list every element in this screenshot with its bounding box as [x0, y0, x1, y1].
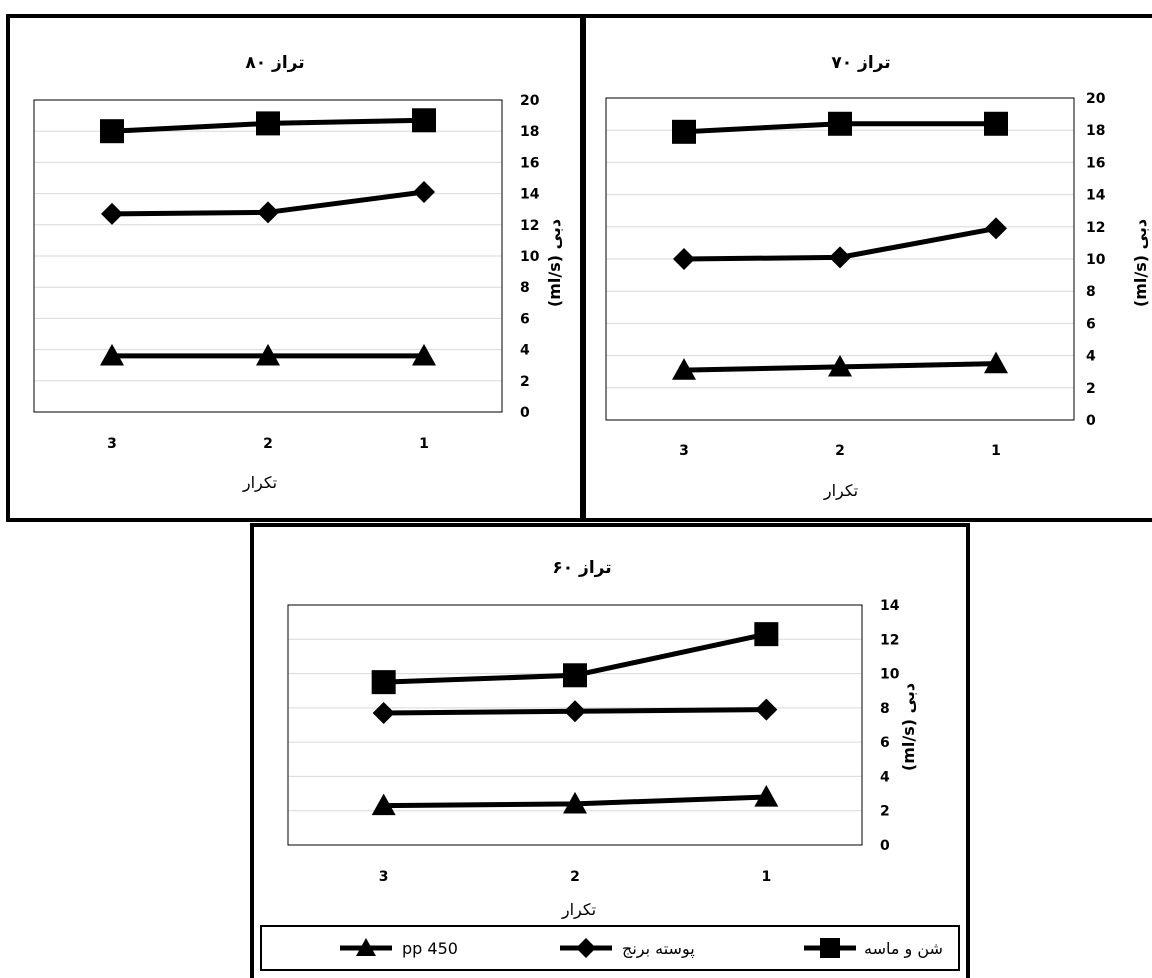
plot-area [33, 99, 503, 413]
x-tick-label: 1 [761, 869, 771, 885]
data-point-pp-450 [754, 785, 779, 807]
data-point-pp-450 [563, 791, 587, 814]
y-tick-label: 16 [520, 155, 539, 171]
y-tick-label: 18 [1086, 123, 1105, 139]
data-point-پوسته-برنج [372, 702, 395, 724]
y-tick-label: 2 [520, 374, 530, 390]
y-tick-label: 0 [1086, 413, 1096, 429]
y-tick-label: 2 [1086, 381, 1096, 397]
y-tick-label: 14 [880, 598, 900, 614]
legend-label: پوسته برنج [622, 939, 695, 959]
data-point-pp-450 [256, 343, 280, 366]
y-tick-label: 8 [520, 280, 530, 296]
plot-area [605, 97, 1075, 421]
chart-title: تراز ۷۰ [831, 53, 890, 73]
y-axis-label: (ml/s) دبی [1131, 219, 1150, 307]
data-point-pp-450 [100, 343, 124, 366]
top-caption [300, 0, 1152, 10]
x-tick-label: 1 [991, 443, 1001, 459]
x-axis-label: تکرار [242, 473, 277, 493]
data-point-pp-450 [371, 793, 396, 816]
data-point-پوسته-برنج [257, 201, 279, 224]
data-point-شن-و-ماسه [256, 111, 280, 136]
y-tick-label: 20 [1086, 91, 1106, 107]
data-point-شن-و-ماسه [412, 108, 436, 133]
y-tick-label: 10 [520, 249, 540, 265]
y-tick-label: 0 [520, 405, 530, 421]
data-point-پوسته-برنج [673, 248, 695, 270]
chart-title: تراز ۶۰ [552, 558, 611, 578]
legend-label: pp 450 [402, 939, 458, 958]
x-axis-label: تکرار [561, 900, 596, 920]
y-tick-label: 12 [1086, 220, 1105, 236]
y-axis-label: (ml/s) دبی [545, 219, 564, 307]
data-point-پوسته-برنج [413, 181, 435, 204]
y-tick-label: 6 [880, 735, 890, 751]
y-tick-label: 0 [880, 838, 890, 854]
y-tick-label: 20 [520, 93, 540, 109]
data-point-شن-و-ماسه [754, 622, 779, 647]
x-tick-label: 3 [379, 869, 389, 885]
x-tick-label: 2 [570, 869, 580, 885]
y-tick-label: 6 [520, 311, 530, 327]
data-point-شن-و-ماسه [563, 663, 587, 688]
chart-panel-level-60: تراز ۶۰ 0 2 4 6 8 10 12 14 3 2 1 تکرار (ml/s) دبی pp … [250, 523, 970, 978]
data-point-pp-450 [672, 358, 696, 380]
y-tick-label: 16 [1086, 155, 1105, 171]
y-tick-label: 8 [1086, 284, 1096, 300]
y-axis-label: (ml/s) دبی [899, 683, 918, 771]
data-point-شن-و-ماسه [100, 119, 124, 144]
chart-title: تراز ۸۰ [245, 53, 304, 73]
chart-level-70: تراز ۷۰ 0 2 4 6 8 10 12 14 16 18 20 3 2 1 تکرار (ml/s) د… [605, 53, 1150, 501]
legend-marker-شن-و-ماسه [820, 938, 840, 958]
y-tick-label: 12 [520, 218, 539, 234]
chart-level-60: تراز ۶۰ 0 2 4 6 8 10 12 14 3 2 1 تکرار (ml/s) دبی [287, 558, 918, 920]
legend-marker-pp-450 [356, 938, 376, 956]
y-tick-label: 18 [520, 124, 539, 140]
x-axis-label: تکرار [823, 481, 858, 501]
data-point-pp-450 [984, 351, 1008, 374]
chart-level-80: تراز ۸۰ 0 2 4 6 8 10 12 14 16 18 20 3 2 1 تکرار (ml/s) د… [33, 53, 564, 493]
data-point-شن-و-ماسه [828, 111, 852, 136]
data-point-شن-و-ماسه [984, 111, 1008, 136]
legend-entries: pp 450 پوسته برنج شن و ماسه [340, 938, 943, 959]
legend-marker-پوسته-برنج [576, 938, 596, 958]
data-point-پوسته-برنج [101, 202, 123, 225]
y-tick-label: 4 [520, 343, 530, 359]
data-point-شن-و-ماسه [371, 670, 396, 695]
x-tick-label: 3 [679, 443, 689, 459]
data-point-پوسته-برنج [564, 700, 586, 723]
x-tick-label: 3 [107, 436, 117, 452]
y-tick-label: 12 [880, 632, 899, 648]
chart-panel-level-80: تراز ۸۰ 0 2 4 6 8 10 12 14 16 18 20 3 2 1 تکرار (ml/s) د… [6, 14, 584, 522]
y-tick-label: 14 [1086, 188, 1106, 204]
y-tick-label: 10 [1086, 252, 1106, 268]
legend-label: شن و ماسه [864, 939, 943, 959]
y-tick-label: 14 [520, 187, 540, 203]
chart-panel-level-70: تراز ۷۰ 0 2 4 6 8 10 12 14 16 18 20 3 2 1 تکرار (ml/s) د… [582, 14, 1152, 522]
data-point-pp-450 [828, 354, 852, 377]
data-point-شن-و-ماسه [672, 119, 696, 144]
plot-area [287, 604, 863, 846]
y-tick-label: 2 [880, 804, 890, 820]
x-tick-label: 2 [835, 443, 845, 459]
data-point-pp-450 [412, 343, 436, 366]
y-tick-label: 8 [880, 701, 890, 717]
data-point-پوسته-برنج [985, 217, 1007, 240]
data-point-پوسته-برنج [755, 698, 778, 721]
y-tick-label: 6 [1086, 316, 1096, 332]
data-point-پوسته-برنج [829, 246, 851, 269]
x-tick-label: 2 [263, 436, 273, 452]
y-tick-label: 4 [1086, 349, 1096, 365]
y-tick-label: 4 [880, 769, 890, 785]
x-tick-label: 1 [419, 436, 429, 452]
y-tick-label: 10 [880, 667, 900, 683]
chart-legend: pp 450 پوسته برنج شن و ماسه [260, 925, 960, 971]
